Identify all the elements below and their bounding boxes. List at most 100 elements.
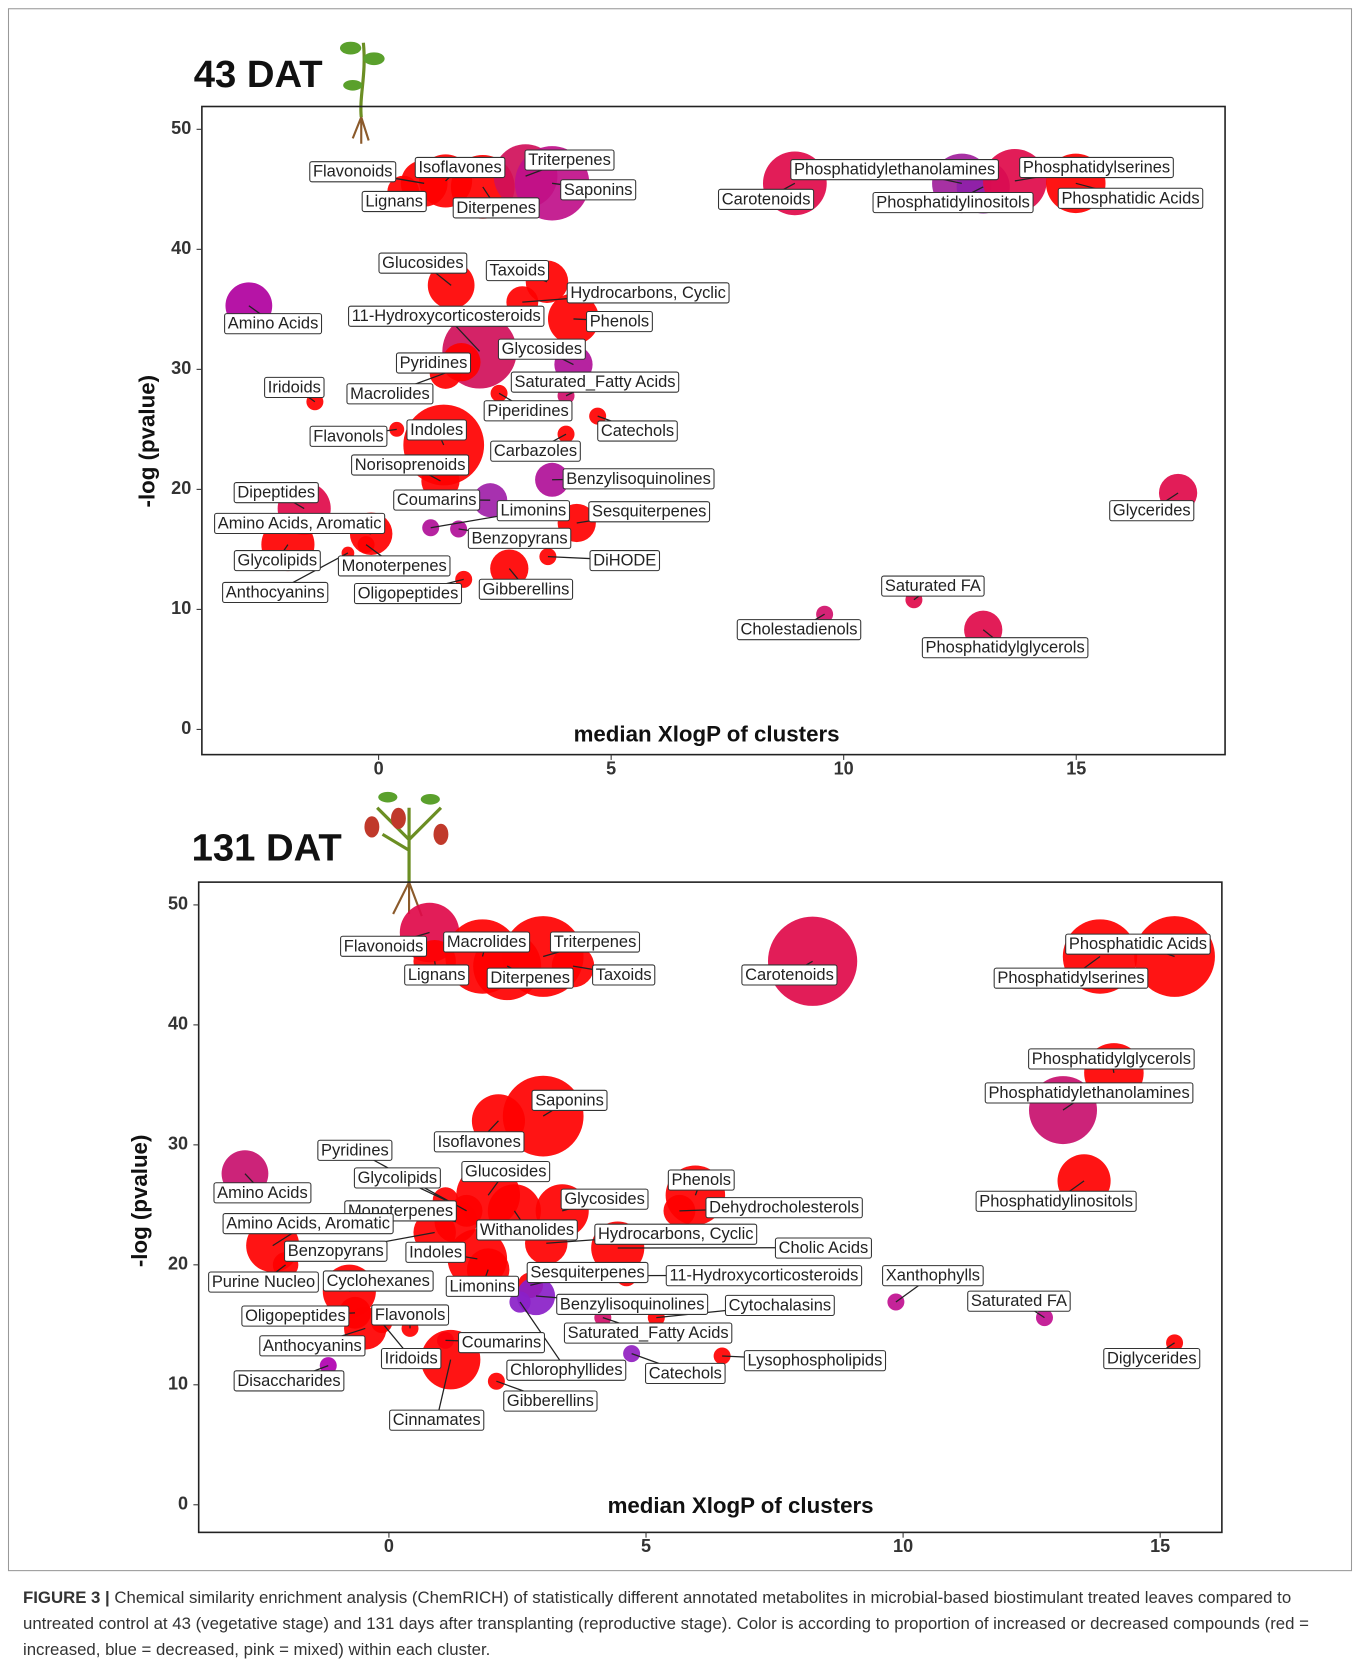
point-label: Monoterpenes — [337, 555, 451, 577]
label-box — [452, 197, 540, 219]
point-label: Glycosides — [560, 1188, 649, 1210]
point-label: 11-Hydroxycorticosteroids — [348, 305, 545, 327]
point-label-text: Glycosides — [564, 1190, 644, 1208]
label-box — [309, 161, 397, 183]
point-label-text: Anthocyanins — [263, 1337, 362, 1355]
point-label: Dehydrocholesterols — [705, 1197, 863, 1219]
label-box — [531, 1089, 608, 1111]
point-label: Piperidines — [483, 400, 573, 422]
label-box — [597, 420, 678, 442]
point-label-text: Triterpenes — [528, 151, 611, 169]
label-box — [348, 305, 545, 327]
point-label: Phosphatidylserines — [1019, 156, 1174, 179]
point-label: Indoles — [405, 1241, 466, 1263]
chart: 131 DAT 0 10 20 30 40 50 0 5 10 15 median XlogP of … — [127, 826, 1223, 1556]
point-label: Isoflavones — [433, 1131, 525, 1153]
point-label-text: Diglycerides — [1107, 1350, 1197, 1368]
label-box — [724, 1294, 835, 1316]
point-label-text: Monoterpenes — [342, 557, 447, 575]
point-label-text: Amino Acids, Aromatic — [218, 514, 382, 532]
label-box — [443, 931, 531, 953]
point-label-text: Isoflavones — [438, 1133, 521, 1151]
point-label: Iridoids — [264, 376, 325, 399]
point-label: Amino Acids — [213, 1182, 312, 1204]
y-tick-label: 50 — [171, 118, 191, 138]
label-box — [233, 1370, 345, 1392]
label-box — [526, 1261, 649, 1284]
label-box — [233, 549, 321, 572]
label-box — [496, 500, 571, 522]
point-label: Coumarins — [393, 489, 481, 511]
label-box — [406, 419, 467, 441]
point-label: Dipeptides — [233, 482, 319, 504]
point-label-text: Sesquiterpenes — [530, 1263, 644, 1281]
y-tick-label: 30 — [168, 1134, 188, 1154]
point-label-text: Coumarins — [397, 491, 477, 509]
point-label: Saturated FA — [967, 1290, 1071, 1312]
point-label-text: Lignans — [408, 966, 466, 984]
label-box — [233, 482, 319, 504]
label-box — [371, 1304, 450, 1326]
frame — [7, 8, 1353, 1572]
point-label: Taxoids — [485, 259, 550, 282]
point-label-text: Saturated_Fatty Acids — [515, 373, 676, 391]
label-box — [510, 371, 680, 393]
point-label: Saponins — [531, 1089, 608, 1111]
point-label: Limonins — [445, 1275, 520, 1297]
label-box — [881, 575, 985, 597]
point-label-text: Flavonoids — [344, 937, 424, 955]
label-box — [549, 931, 641, 953]
point-label-text: Glucosides — [382, 254, 463, 272]
point-label: Catechols — [597, 420, 678, 442]
label-box — [563, 1322, 733, 1344]
point-label: Isoflavones — [414, 156, 506, 179]
point-label-text: Hydrocarbons, Cyclic — [598, 1225, 753, 1243]
label-box — [665, 1265, 863, 1287]
label-box — [790, 158, 999, 181]
point-label-text: 11-Hydroxycorticosteroids — [352, 307, 541, 325]
label-box — [214, 512, 386, 535]
y-tick-label: 10 — [168, 1374, 188, 1394]
label-box — [395, 352, 472, 374]
point-label: Pyridines — [395, 352, 472, 374]
point-label: Catechols — [645, 1362, 726, 1384]
label-box — [405, 1241, 466, 1263]
point-label-text: Sesquiterpenes — [592, 503, 706, 521]
point-label-text: Cinnamates — [393, 1411, 481, 1429]
point-label: Carotenoids — [741, 964, 838, 986]
point-label-text: Indoles — [410, 421, 463, 439]
point-label: Glycolipids — [233, 549, 321, 572]
label-box — [967, 1290, 1071, 1312]
point-label-text: Anthocyanins — [226, 583, 325, 601]
chart-title: 43 DAT — [194, 53, 323, 96]
point-label: Benzopyrans — [284, 1240, 388, 1262]
label-box — [560, 1188, 649, 1210]
caption-text: Chemical similarity enrichment analysis … — [23, 1588, 1309, 1659]
point-label-text: Phosphatidic Acids — [1061, 189, 1199, 207]
point-label: Phosphatidylinositols — [872, 191, 1034, 214]
point-label-text: Phosphatidylethanolamines — [794, 161, 995, 179]
bubble — [490, 549, 529, 588]
label-box — [524, 149, 615, 171]
point-label: Phosphatidylserines — [993, 967, 1149, 989]
label-box — [353, 582, 463, 605]
label-box — [458, 1331, 546, 1354]
point-label-text: Pyridines — [400, 354, 468, 372]
label-box — [975, 1190, 1137, 1212]
point-label-text: Amino Acids — [228, 315, 319, 333]
point-label-text: Lignans — [365, 192, 423, 210]
chart-title: 131 DAT — [192, 826, 342, 869]
point-label-text: Phosphatidic Acids — [1069, 935, 1207, 953]
point-label-text: Cyclohexanes — [327, 1272, 430, 1290]
point-label-text: Purine Nucleo — [212, 1273, 315, 1291]
label-box — [445, 1275, 520, 1297]
point-label: Anthocyanins — [222, 581, 329, 604]
point-label-text: Piperidines — [487, 402, 568, 420]
x-tick-label: 5 — [641, 1536, 651, 1556]
label-box — [503, 1390, 598, 1412]
label-box — [414, 156, 506, 179]
point-label-text: Pyridines — [321, 1141, 389, 1159]
point-label: Glucosides — [378, 252, 468, 274]
point-label-text: Glycosides — [502, 340, 582, 358]
point-label: Glycosides — [497, 338, 586, 360]
